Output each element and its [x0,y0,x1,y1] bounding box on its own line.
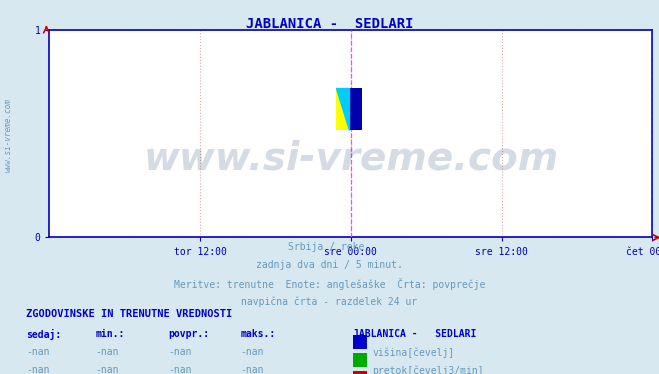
Bar [349,88,362,129]
Text: pretok[čevelj3/min]: pretok[čevelj3/min] [372,365,484,374]
Text: ZGODOVINSKE IN TRENUTNE VREDNOSTI: ZGODOVINSKE IN TRENUTNE VREDNOSTI [26,309,233,319]
Text: povpr.:: povpr.: [168,329,209,339]
Text: zadnja dva dni / 5 minut.: zadnja dva dni / 5 minut. [256,260,403,270]
Text: Srbija / reke.: Srbija / reke. [289,242,370,252]
Text: JABLANICA -  SEDLARI: JABLANICA - SEDLARI [246,17,413,31]
Text: JABLANICA -   SEDLARI: JABLANICA - SEDLARI [353,329,476,339]
Bar [336,88,349,129]
Text: -nan: -nan [168,365,192,374]
Polygon shape [336,88,349,129]
Text: -nan: -nan [26,347,50,357]
Text: -nan: -nan [26,365,50,374]
Text: sedaj:: sedaj: [26,329,61,340]
Text: www.si-vreme.com: www.si-vreme.com [4,98,13,172]
Text: -nan: -nan [241,347,264,357]
Text: -nan: -nan [241,365,264,374]
Text: -nan: -nan [96,365,119,374]
Text: www.si-vreme.com: www.si-vreme.com [143,140,559,178]
Text: Meritve: trenutne  Enote: anglešaške  Črta: povprečje: Meritve: trenutne Enote: anglešaške Črta… [174,278,485,290]
Text: maks.:: maks.: [241,329,275,339]
Text: min.:: min.: [96,329,125,339]
Text: -nan: -nan [96,347,119,357]
Text: višina[čevelj]: višina[čevelj] [372,347,455,358]
Text: navpična črta - razdelek 24 ur: navpična črta - razdelek 24 ur [241,296,418,307]
Text: -nan: -nan [168,347,192,357]
